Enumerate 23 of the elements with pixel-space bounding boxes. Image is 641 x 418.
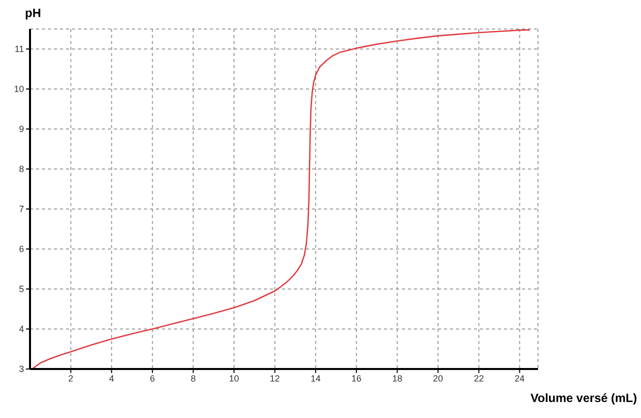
y-tick-label: 9 bbox=[18, 124, 24, 134]
x-tick-label: 24 bbox=[514, 373, 525, 384]
x-tick-label: 10 bbox=[229, 373, 240, 384]
y-tick-label: 5 bbox=[18, 284, 24, 294]
y-tick-label: 7 bbox=[18, 204, 24, 214]
x-tick-label: 12 bbox=[270, 373, 280, 384]
y-axis-title: pH bbox=[25, 6, 41, 20]
y-tick-label: 10 bbox=[14, 84, 24, 94]
y-tick-label: 4 bbox=[18, 324, 24, 334]
y-tick-label: 6 bbox=[18, 244, 24, 254]
y-tick-label: 11 bbox=[14, 44, 24, 54]
x-tick-label: 18 bbox=[392, 373, 402, 384]
x-tick-label: 8 bbox=[190, 373, 196, 384]
x-tick-label: 22 bbox=[474, 373, 484, 384]
y-tick-label: 8 bbox=[18, 164, 24, 174]
x-tick-label: 14 bbox=[310, 373, 321, 384]
x-tick-label: 4 bbox=[109, 373, 114, 384]
x-tick-label: 2 bbox=[68, 373, 74, 384]
x-tick-label: 6 bbox=[150, 373, 155, 384]
y-tick-label: 3 bbox=[18, 364, 24, 374]
x-axis-title: Volume versé (mL) bbox=[530, 391, 637, 405]
x-tick-label: 16 bbox=[351, 373, 362, 384]
x-tick-label: 20 bbox=[433, 373, 444, 384]
